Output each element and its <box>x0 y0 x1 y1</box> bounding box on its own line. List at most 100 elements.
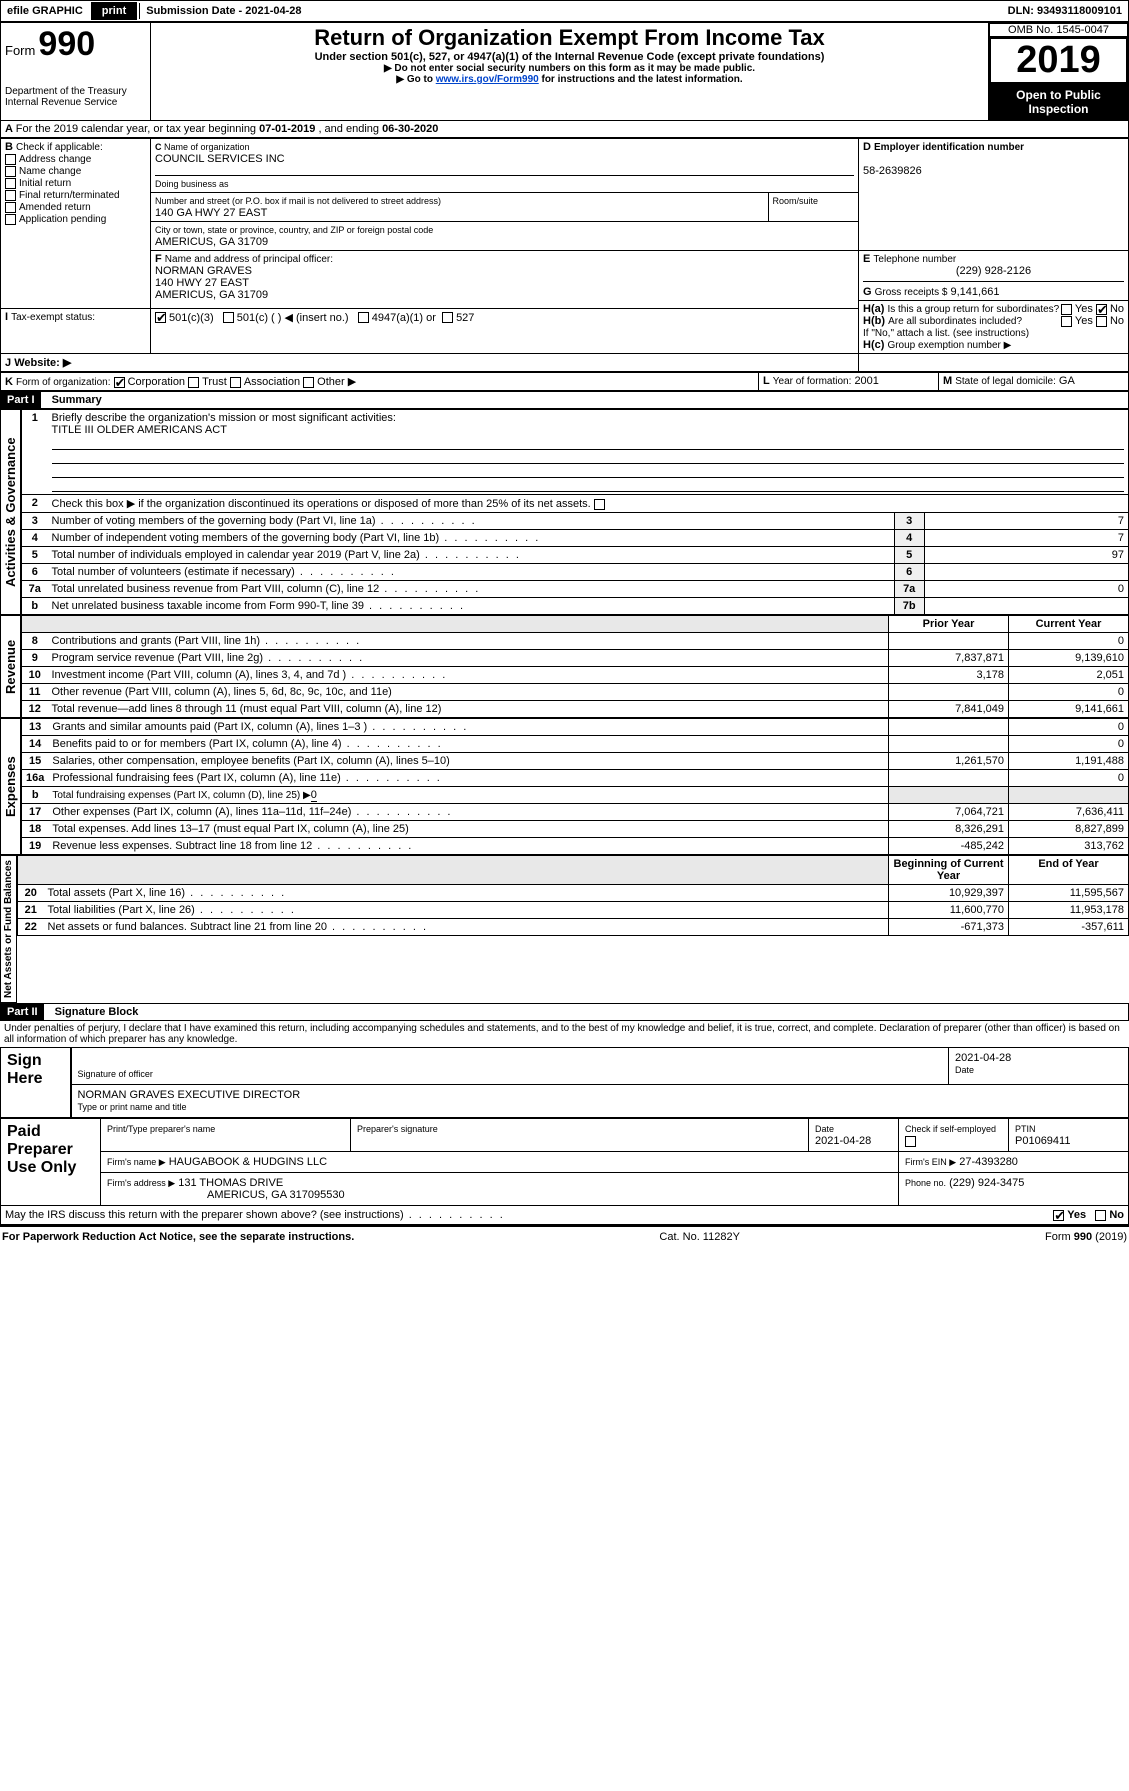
officer-name: NORMAN GRAVES <box>155 265 252 277</box>
street-address: 140 GA HWY 27 EAST <box>155 207 267 219</box>
v14p <box>889 736 1009 753</box>
v6 <box>924 564 1128 581</box>
v21c: 11,953,178 <box>1009 902 1129 919</box>
room-label: Room/suite <box>773 196 819 206</box>
yes-label-2: Yes <box>1075 315 1093 327</box>
v9c: 9,139,610 <box>1009 650 1129 667</box>
discuss-row: May the IRS discuss this return with the… <box>0 1206 1129 1225</box>
check-501c3[interactable] <box>155 312 166 323</box>
pt-name-label: Print/Type preparer's name <box>107 1124 215 1134</box>
b-label: Check if applicable: <box>16 142 103 153</box>
perjury-text: Under penalties of perjury, I declare th… <box>0 1021 1129 1047</box>
instruct-ssn: Do not enter social security numbers on … <box>155 63 984 74</box>
check-name-change[interactable] <box>5 166 16 177</box>
part1-title: Summary <box>44 394 102 406</box>
l7a-text: Total unrelated business revenue from Pa… <box>52 583 380 595</box>
p-sig-label: Preparer's signature <box>357 1124 438 1134</box>
g-label: Gross receipts $ <box>875 287 948 298</box>
hb-no[interactable] <box>1096 316 1107 327</box>
part1-label: Part I <box>1 392 41 408</box>
submission-date: Submission Date - 2021-04-28 <box>139 3 307 19</box>
part2-label: Part II <box>1 1004 44 1020</box>
city-value: AMERICUS, GA 31709 <box>155 236 268 248</box>
check-initial[interactable] <box>5 178 16 189</box>
check-4947[interactable] <box>358 312 369 323</box>
l21-text: Total liabilities (Part X, line 26) <box>48 904 195 916</box>
form-title: Return of Organization Exempt From Incom… <box>155 25 984 51</box>
form-subtitle: Under section 501(c), 527, or 4947(a)(1)… <box>155 51 984 63</box>
section-revenue: Revenue <box>0 615 21 718</box>
l11-text: Other revenue (Part VIII, column (A), li… <box>52 686 392 698</box>
ha-text: Is this a group return for subordinates? <box>887 304 1059 315</box>
j-label: Website: ▶ <box>14 357 71 369</box>
a-pre: For the 2019 calendar year, or tax year … <box>16 123 259 135</box>
check-final[interactable] <box>5 190 16 201</box>
firm-ein: 27-4393280 <box>959 1156 1018 1168</box>
k-assoc: Association <box>244 376 300 388</box>
form990-link[interactable]: www.irs.gov/Form990 <box>436 74 539 85</box>
discuss-yes[interactable] <box>1053 1210 1064 1221</box>
v7b <box>924 598 1128 615</box>
firm-ein-label: Firm's EIN ▶ <box>905 1157 956 1167</box>
v10p: 3,178 <box>889 667 1009 684</box>
b-letter: B <box>5 141 13 153</box>
m-label: State of legal domicile: <box>955 376 1056 387</box>
ha-no[interactable] <box>1096 304 1107 315</box>
footer-mid: Cat. No. 11282Y <box>659 1231 740 1243</box>
hb-label: H(b) <box>863 315 885 327</box>
firm-phone-label: Phone no. <box>905 1178 946 1188</box>
goto-pre: Go to <box>407 74 436 85</box>
firm-name: HAUGABOOK & HUDGINS LLC <box>169 1156 327 1168</box>
v3: 7 <box>924 513 1128 530</box>
check-address-change[interactable] <box>5 154 16 165</box>
l-label: Year of formation: <box>773 376 852 387</box>
hb-yes[interactable] <box>1061 316 1072 327</box>
i-527: 527 <box>456 312 474 324</box>
i-501c: 501(c) ( ) ◀ (insert no.) <box>237 312 349 324</box>
k-corp: Corporation <box>128 376 185 388</box>
v18p: 8,326,291 <box>889 821 1009 838</box>
a-mid: , and ending <box>315 123 382 135</box>
l9-text: Program service revenue (Part VIII, line… <box>52 652 264 664</box>
l10-text: Investment income (Part VIII, column (A)… <box>52 669 347 681</box>
check-527[interactable] <box>442 312 453 323</box>
l16b-text: Total fundraising expenses (Part IX, col… <box>52 790 310 801</box>
discuss-no[interactable] <box>1095 1210 1106 1221</box>
l2-check[interactable] <box>594 499 605 510</box>
check-other[interactable] <box>303 377 314 388</box>
d-label: Employer identification number <box>874 142 1024 153</box>
v18c: 8,827,899 <box>1009 821 1129 838</box>
print-button[interactable]: print <box>91 2 137 20</box>
dln-label: DLN: 93493118009101 <box>1002 3 1128 19</box>
no-label: No <box>1110 303 1124 315</box>
ha-yes[interactable] <box>1061 304 1072 315</box>
section-netassets: Net Assets or Fund Balances <box>0 855 17 1003</box>
efile-label: efile GRAPHIC <box>1 3 89 19</box>
opt-final: Final return/terminated <box>19 190 120 201</box>
opt-pending: Application pending <box>19 214 106 225</box>
check-assoc[interactable] <box>230 377 241 388</box>
discuss-no-label: No <box>1109 1209 1124 1221</box>
l5-text: Total number of individuals employed in … <box>52 549 420 561</box>
i-4947: 4947(a)(1) or <box>372 312 436 324</box>
l-val: 2001 <box>854 375 878 387</box>
v10c: 2,051 <box>1009 667 1129 684</box>
self-employed-check[interactable] <box>905 1136 916 1147</box>
l13-text: Grants and similar amounts paid (Part IX… <box>52 721 367 733</box>
check-amended[interactable] <box>5 202 16 213</box>
v11p <box>889 684 1009 701</box>
tax-year: 2019 <box>989 37 1128 84</box>
e-letter: E <box>863 253 870 265</box>
check-corp[interactable] <box>114 377 125 388</box>
check-501c[interactable] <box>223 312 234 323</box>
l8-text: Contributions and grants (Part VIII, lin… <box>52 635 261 647</box>
telephone: (229) 928-2126 <box>863 265 1124 277</box>
check-trust[interactable] <box>188 377 199 388</box>
c-letter: C <box>155 142 162 152</box>
l16b-val: 0 <box>311 789 317 802</box>
klm-row: K Form of organization: Corporation Trus… <box>0 372 1129 391</box>
firm-phone: (229) 924-3475 <box>949 1177 1024 1189</box>
p-date-label: Date <box>815 1124 834 1134</box>
sig-officer-label: Signature of officer <box>78 1069 153 1079</box>
check-pending[interactable] <box>5 214 16 225</box>
